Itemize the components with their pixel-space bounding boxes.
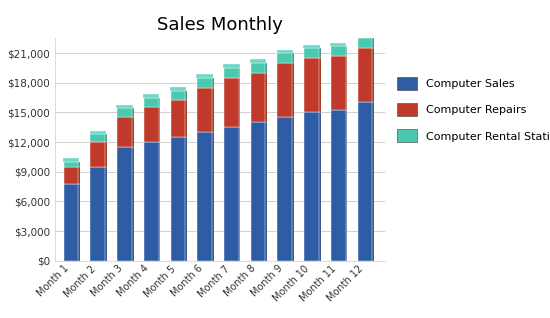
Bar <box>79 162 80 167</box>
Bar <box>319 112 321 261</box>
Bar <box>277 63 292 117</box>
Bar <box>250 59 266 63</box>
Bar <box>158 107 160 142</box>
Bar <box>144 107 158 142</box>
Bar <box>239 68 240 78</box>
Bar <box>372 48 374 102</box>
Bar <box>319 48 321 58</box>
Bar <box>345 46 348 56</box>
Bar <box>224 127 239 261</box>
Bar <box>90 131 106 134</box>
Bar <box>105 142 107 167</box>
Bar <box>63 158 79 162</box>
Bar <box>303 45 320 48</box>
Bar <box>239 78 240 127</box>
Bar <box>64 162 79 167</box>
Bar <box>185 91 187 100</box>
Bar <box>266 73 267 122</box>
Bar <box>224 68 239 78</box>
Bar <box>144 98 158 107</box>
Bar <box>212 132 214 261</box>
Bar <box>345 110 348 261</box>
Bar <box>304 58 319 112</box>
Bar <box>158 98 160 107</box>
Bar <box>185 137 187 261</box>
Bar <box>90 142 105 167</box>
Bar <box>90 134 105 142</box>
Bar <box>196 74 213 78</box>
Bar <box>197 88 212 132</box>
Bar <box>116 105 133 108</box>
Bar <box>330 43 346 46</box>
Bar <box>331 110 345 261</box>
Bar <box>251 63 266 73</box>
Bar <box>197 132 212 261</box>
Bar <box>170 100 185 137</box>
Bar <box>143 94 160 98</box>
Bar <box>170 87 186 91</box>
Bar <box>132 117 134 147</box>
Bar <box>144 142 158 261</box>
Bar <box>158 142 160 261</box>
Bar <box>292 53 294 63</box>
Bar <box>251 122 266 261</box>
Bar <box>292 117 294 261</box>
Bar <box>266 122 267 261</box>
Bar <box>277 50 293 53</box>
Bar <box>224 78 239 127</box>
Bar <box>331 46 345 56</box>
Bar <box>105 167 107 261</box>
Legend: Computer Sales, Computer Repairs, Computer Rental Stations: Computer Sales, Computer Repairs, Comput… <box>397 77 550 142</box>
Bar <box>212 78 214 88</box>
Bar <box>358 48 372 102</box>
Bar <box>64 167 79 183</box>
Bar <box>239 127 240 261</box>
Bar <box>223 64 240 68</box>
Bar <box>251 73 266 122</box>
Bar <box>304 48 319 58</box>
Bar <box>197 78 212 88</box>
Bar <box>117 108 132 117</box>
Title: Sales Monthly: Sales Monthly <box>157 16 283 34</box>
Bar <box>266 63 267 73</box>
Bar <box>358 102 372 261</box>
Bar <box>372 102 374 261</box>
Bar <box>358 38 372 48</box>
Bar <box>117 147 132 261</box>
Bar <box>132 147 134 261</box>
Bar <box>64 183 79 261</box>
Bar <box>170 91 185 100</box>
Bar <box>185 100 187 137</box>
Bar <box>292 63 294 117</box>
Bar <box>79 183 80 261</box>
Bar <box>357 35 373 38</box>
Bar <box>372 38 374 48</box>
Bar <box>319 58 321 112</box>
Bar <box>277 117 292 261</box>
Bar <box>277 53 292 63</box>
Bar <box>105 134 107 142</box>
Bar <box>304 112 319 261</box>
Bar <box>331 56 345 110</box>
Bar <box>212 88 214 132</box>
Bar <box>117 117 132 147</box>
Bar <box>90 167 105 261</box>
Bar <box>345 56 348 110</box>
Bar <box>132 108 134 117</box>
Bar <box>170 137 185 261</box>
Bar <box>79 167 80 183</box>
